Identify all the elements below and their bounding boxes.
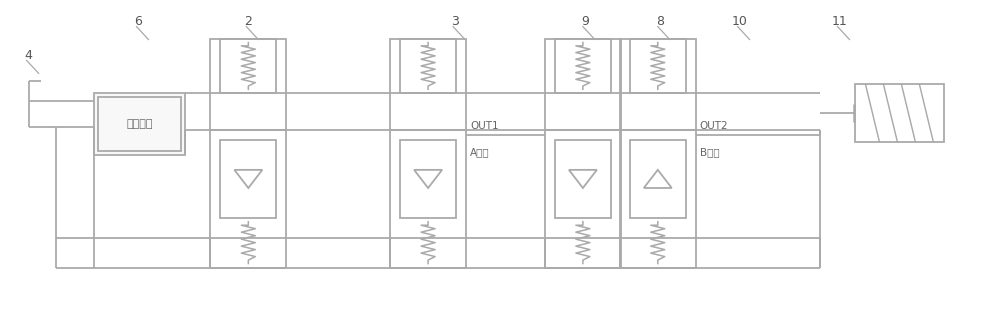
Text: 6: 6 [135, 15, 142, 28]
Bar [94, 93, 185, 155]
Text: 11: 11 [832, 15, 847, 28]
Bar [630, 140, 686, 218]
Bar [98, 97, 181, 151]
Text: OUT1: OUT1 [470, 121, 499, 131]
Bar [545, 38, 621, 130]
Bar [220, 140, 276, 218]
Bar [545, 130, 621, 267]
Text: 恒压气室: 恒压气室 [126, 119, 153, 129]
Bar [390, 130, 466, 267]
Text: 8: 8 [656, 15, 664, 28]
Text: 3: 3 [451, 15, 459, 28]
Text: OUT2: OUT2 [700, 121, 728, 131]
Bar [390, 38, 466, 130]
Text: 10: 10 [732, 15, 748, 28]
Text: 2: 2 [244, 15, 252, 28]
Text: B排气: B排气 [700, 147, 719, 157]
Bar [855, 84, 944, 142]
Bar [620, 130, 696, 267]
Text: A排气: A排气 [470, 147, 490, 157]
Bar [220, 38, 276, 93]
Text: 4: 4 [25, 49, 33, 62]
Bar [630, 38, 686, 93]
Bar [400, 140, 456, 218]
Bar [555, 140, 611, 218]
Bar [210, 38, 286, 130]
Text: 9: 9 [581, 15, 589, 28]
Bar [555, 38, 611, 93]
Bar [620, 38, 696, 130]
Bar [210, 130, 286, 267]
Bar [400, 38, 456, 93]
